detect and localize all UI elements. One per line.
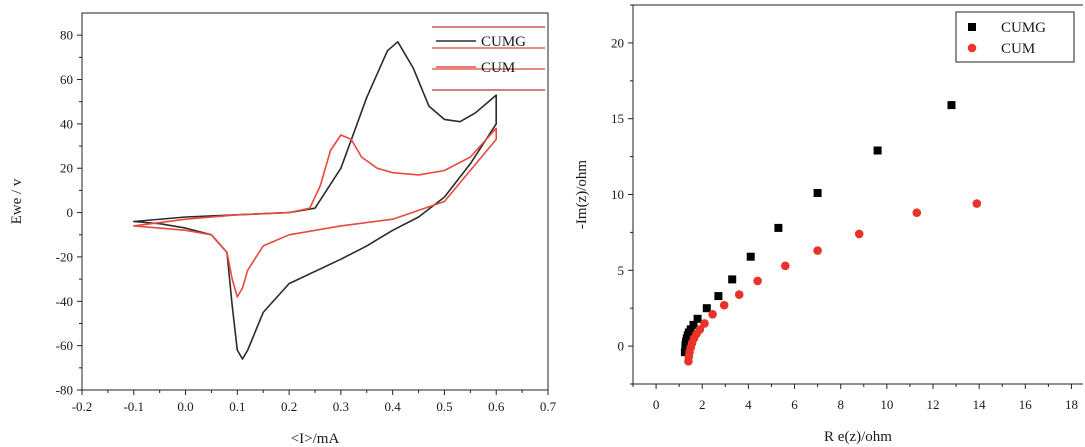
eis-point-cum xyxy=(708,310,717,319)
eis-x-tick-label: 8 xyxy=(837,397,844,412)
cv-y-axis-title: Ewe / v xyxy=(9,178,25,224)
eis-point-cum xyxy=(734,290,744,299)
eis-y-tick-label: 20 xyxy=(611,35,624,50)
eis-point-cum xyxy=(719,300,729,310)
eis-legend-swatch-cum xyxy=(967,43,977,53)
cv-series-line-cumg xyxy=(133,40,498,360)
cv-series-line-cum xyxy=(133,127,498,298)
eis-y-tick-label: 5 xyxy=(618,263,625,278)
cv-y-tick-label: 0 xyxy=(67,205,74,220)
cv-y-tick-label: -80 xyxy=(56,383,73,398)
eis-point-cum xyxy=(695,325,705,334)
eis-x-tick-label: 16 xyxy=(1019,397,1033,412)
cv-x-tick-label: 0.7 xyxy=(540,399,557,414)
eis-x-tick-label: 10 xyxy=(880,397,893,412)
cv-legend-label: CUMG xyxy=(481,34,526,50)
eis-point-cumg xyxy=(947,101,956,110)
eis-point-cumg xyxy=(680,348,689,357)
eis-point-cum xyxy=(912,208,922,217)
cv-x-tick-label: 0.1 xyxy=(229,399,245,414)
cv-x-tick-label: -0.2 xyxy=(72,399,93,414)
cv-x-tick-label: 0.4 xyxy=(385,399,402,414)
cv-y-tick-label: -60 xyxy=(56,338,73,353)
eis-point-cumg xyxy=(774,223,783,232)
eis-point-cumg xyxy=(873,146,882,155)
eis-point-cum xyxy=(813,246,822,255)
eis-point-cum xyxy=(854,229,864,239)
eis-x-tick-label: 0 xyxy=(653,397,660,412)
eis-point-cum xyxy=(972,199,982,208)
cv-x-tick-label: 0.6 xyxy=(488,399,505,414)
cv-legend-label: CUM xyxy=(481,60,515,76)
eis-point-cum xyxy=(781,261,790,271)
eis-point-cumg xyxy=(728,275,737,284)
eis-point-cum xyxy=(753,276,762,286)
eis-y-tick-label: 10 xyxy=(611,187,624,202)
eis-point-cumg xyxy=(689,320,698,329)
eis-legend-swatch-cumg xyxy=(968,23,976,31)
eis-point-cumg xyxy=(746,252,755,261)
cv-y-tick-label: 20 xyxy=(60,161,73,176)
cv-y-tick-label: 60 xyxy=(60,72,73,87)
eis-point-cumg xyxy=(693,314,702,323)
eis-chart: 0 2 4 6 8 10 12 14 16 18 0 5 10 15 20 R e(z)/ohm -Im(z)/… xyxy=(574,4,1083,445)
eis-point-cumg xyxy=(714,292,723,301)
cv-x-tick-label: 0.0 xyxy=(177,399,193,414)
eis-y-tick-label: 0 xyxy=(618,339,625,354)
cv-y-tick-label: 40 xyxy=(60,116,73,131)
cv-y-tick-label: -40 xyxy=(56,294,73,309)
eis-x-tick-label: 2 xyxy=(699,397,706,412)
eis-x-tick-label: 6 xyxy=(791,397,798,412)
cv-y-tick-label: -20 xyxy=(56,249,73,264)
eis-legend-box xyxy=(955,11,1075,63)
eis-x-tick-label: 12 xyxy=(927,397,940,412)
eis-y-tick-label: 15 xyxy=(611,111,624,126)
eis-y-axis-title: -Im(z)/ohm xyxy=(574,160,590,229)
cv-x-tick-label: 0.3 xyxy=(333,399,349,414)
eis-point-cumg xyxy=(813,189,822,197)
eis-legend-label: CUM xyxy=(1001,41,1035,57)
cv-y-tick-label: 80 xyxy=(60,28,73,43)
eis-x-tick-label: 14 xyxy=(973,397,987,412)
eis-x-tick-label: 18 xyxy=(1065,397,1078,412)
eis-legend-label: CUMG xyxy=(1001,20,1046,36)
eis-x-axis-title: R e(z)/ohm xyxy=(824,429,892,445)
eis-point-cumg xyxy=(686,325,695,334)
cv-x-tick-label: -0.1 xyxy=(123,399,144,414)
cv-x-tick-label: 0.5 xyxy=(436,399,452,414)
eis-point-cumg xyxy=(702,304,711,313)
eis-point-cum xyxy=(700,319,709,328)
cv-chart: -0.2 -0.1 0.0 0.1 0.2 0.3 0.4 0.5 0.6 0.7 -80 -60 -4… xyxy=(9,12,557,447)
cv-x-tick-label: 0.2 xyxy=(281,399,297,414)
cv-x-axis-title: <I>/mA xyxy=(291,431,340,447)
eis-x-tick-label: 4 xyxy=(745,397,752,412)
